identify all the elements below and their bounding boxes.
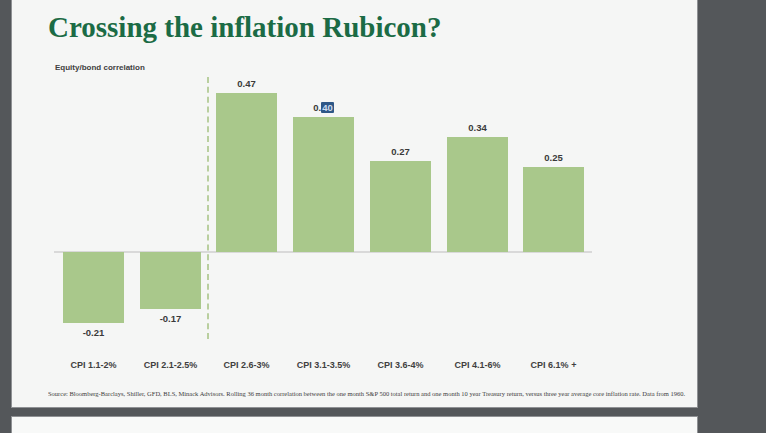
bar-value-label[interactable]: 0.47 [208, 78, 285, 91]
bar[interactable] [63, 252, 124, 323]
bar[interactable] [216, 93, 277, 252]
bar-value-label[interactable]: 0.34 [439, 122, 516, 135]
bar-value-label[interactable]: 0.40 [285, 102, 362, 115]
bar-value-label[interactable]: 0.25 [515, 152, 592, 165]
x-axis-category-label[interactable]: CPI 1.1-2% [51, 360, 136, 372]
bar[interactable] [370, 161, 431, 252]
x-axis-category-label[interactable]: CPI 4.1-6% [435, 360, 520, 372]
bar-value-label[interactable]: -0.17 [132, 313, 209, 326]
source-note: Source: Bloomberg-Barclays, Shiller, GFD… [48, 390, 703, 397]
bar-value-label[interactable]: 0.27 [362, 146, 439, 159]
bar-chart: -0.21 CPI 1.1-2% -0.17 CPI 2.1-2.5% 0.47 CPI … [12, 0, 699, 407]
bar[interactable] [140, 252, 201, 309]
x-axis-category-label[interactable]: CPI 3.1-3.5% [281, 360, 366, 372]
bar-value-label[interactable]: -0.21 [55, 327, 132, 340]
x-axis-category-label[interactable]: CPI 2.1-2.5% [128, 360, 213, 372]
slide: Crossing the inflation Rubicon? Equity/b… [11, 0, 698, 408]
bar[interactable] [523, 167, 584, 252]
dashed-divider-line [207, 77, 209, 339]
x-axis-category-label[interactable]: CPI 6.1% + [511, 360, 596, 372]
x-axis-category-label[interactable]: CPI 3.6-4% [358, 360, 443, 372]
next-slide-edge[interactable] [11, 416, 698, 433]
selected-text[interactable]: 40 [321, 102, 334, 113]
x-axis-category-label[interactable]: CPI 2.6-3% [204, 360, 289, 372]
bar[interactable] [293, 117, 354, 252]
bar[interactable] [447, 137, 508, 252]
